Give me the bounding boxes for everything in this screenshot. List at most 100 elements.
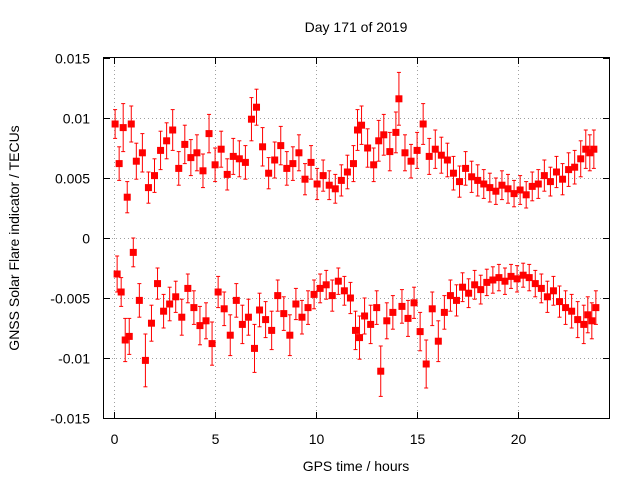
data-point bbox=[301, 175, 309, 183]
data-point bbox=[337, 176, 345, 184]
data-point bbox=[205, 130, 213, 138]
x-tick-label: 20 bbox=[511, 431, 527, 447]
data-point bbox=[199, 167, 207, 175]
y-tick-label: -0.005 bbox=[50, 291, 90, 307]
data-point bbox=[483, 278, 491, 286]
data-point bbox=[163, 137, 171, 145]
data-point bbox=[410, 299, 418, 307]
data-point bbox=[334, 277, 342, 285]
data-point bbox=[401, 149, 409, 157]
data-point bbox=[310, 290, 318, 298]
data-point bbox=[307, 158, 315, 166]
data-point bbox=[474, 176, 482, 184]
data-point bbox=[172, 293, 180, 301]
data-point bbox=[340, 287, 348, 295]
data-point bbox=[235, 155, 243, 163]
data-point bbox=[422, 360, 430, 368]
data-point bbox=[590, 145, 598, 153]
data-point bbox=[434, 337, 442, 345]
data-point bbox=[295, 149, 303, 157]
data-point bbox=[364, 144, 372, 152]
data-point bbox=[196, 322, 204, 330]
data-point bbox=[413, 146, 421, 154]
data-point bbox=[147, 319, 155, 327]
data-point bbox=[169, 126, 177, 134]
data-point bbox=[226, 331, 234, 339]
data-point bbox=[298, 313, 306, 321]
data-point bbox=[516, 186, 524, 194]
data-point bbox=[437, 151, 445, 159]
data-point bbox=[377, 367, 385, 375]
data-point bbox=[184, 284, 192, 292]
data-point bbox=[492, 187, 500, 195]
data-point bbox=[138, 149, 146, 157]
y-tick-label: 0.005 bbox=[55, 171, 90, 187]
data-point bbox=[316, 284, 324, 292]
data-point bbox=[571, 163, 579, 171]
data-point bbox=[446, 292, 454, 300]
tick-layer: -0.015 -0.01 -0.005 0 0.005 0.01 0.015 0 5 10 15 20 bbox=[50, 51, 609, 447]
data-point bbox=[127, 120, 135, 128]
data-point bbox=[117, 288, 125, 296]
y-tick-label: 0.015 bbox=[55, 51, 90, 67]
data-point bbox=[178, 313, 186, 321]
data-point bbox=[241, 158, 249, 166]
data-point bbox=[160, 307, 168, 315]
chart-title: Day 171 of 2019 bbox=[305, 19, 408, 35]
data-point bbox=[193, 149, 201, 157]
data-point bbox=[123, 193, 131, 201]
data-point bbox=[416, 328, 424, 336]
x-tick-label: 10 bbox=[309, 431, 325, 447]
data-point bbox=[528, 182, 536, 190]
data-point bbox=[586, 149, 594, 157]
x-tick-label: 15 bbox=[410, 431, 426, 447]
data-point bbox=[373, 304, 381, 312]
data-point bbox=[407, 157, 415, 165]
x-axis-label: GPS time / hours bbox=[303, 458, 410, 474]
data-point bbox=[443, 156, 451, 164]
data-point bbox=[425, 152, 433, 160]
data-point bbox=[395, 95, 403, 103]
data-point bbox=[331, 185, 339, 193]
data-point bbox=[392, 128, 400, 136]
data-point bbox=[304, 304, 312, 312]
data-layer bbox=[111, 71, 600, 397]
data-point bbox=[253, 103, 261, 111]
data-point bbox=[208, 340, 216, 348]
data-point bbox=[325, 181, 333, 189]
data-point bbox=[220, 305, 228, 313]
data-point bbox=[217, 145, 225, 153]
data-point bbox=[559, 175, 567, 183]
data-point bbox=[154, 280, 162, 288]
data-point bbox=[513, 275, 521, 283]
data-point bbox=[495, 274, 503, 282]
data-point bbox=[510, 190, 518, 198]
y-tick-label: 0.01 bbox=[63, 111, 90, 127]
data-point bbox=[449, 169, 457, 177]
data-point bbox=[175, 164, 183, 172]
data-point bbox=[486, 184, 494, 192]
data-point bbox=[190, 304, 198, 312]
data-point bbox=[125, 332, 133, 340]
data-point bbox=[361, 312, 369, 320]
data-point bbox=[271, 156, 279, 164]
data-point bbox=[577, 155, 585, 163]
data-point bbox=[471, 281, 479, 289]
data-point bbox=[280, 310, 288, 318]
data-point bbox=[386, 148, 394, 156]
data-point bbox=[111, 120, 119, 128]
data-point bbox=[552, 168, 560, 176]
data-point bbox=[322, 281, 330, 289]
data-point bbox=[375, 137, 383, 145]
data-point bbox=[549, 287, 557, 295]
data-point bbox=[428, 305, 436, 313]
data-point bbox=[328, 292, 336, 300]
data-point bbox=[268, 326, 276, 334]
y-tick-label: 0 bbox=[82, 231, 90, 247]
data-point bbox=[531, 280, 539, 288]
data-point bbox=[319, 172, 327, 180]
data-point bbox=[383, 317, 391, 325]
data-point bbox=[498, 181, 506, 189]
data-point bbox=[477, 286, 485, 294]
